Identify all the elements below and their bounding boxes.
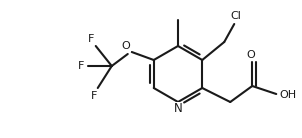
Text: N: N — [174, 103, 182, 116]
Text: Cl: Cl — [231, 11, 242, 21]
Text: OH: OH — [280, 90, 297, 100]
Text: O: O — [121, 41, 130, 51]
Text: F: F — [88, 34, 94, 44]
Text: F: F — [78, 61, 84, 71]
Text: O: O — [247, 50, 255, 60]
Text: F: F — [91, 91, 97, 101]
